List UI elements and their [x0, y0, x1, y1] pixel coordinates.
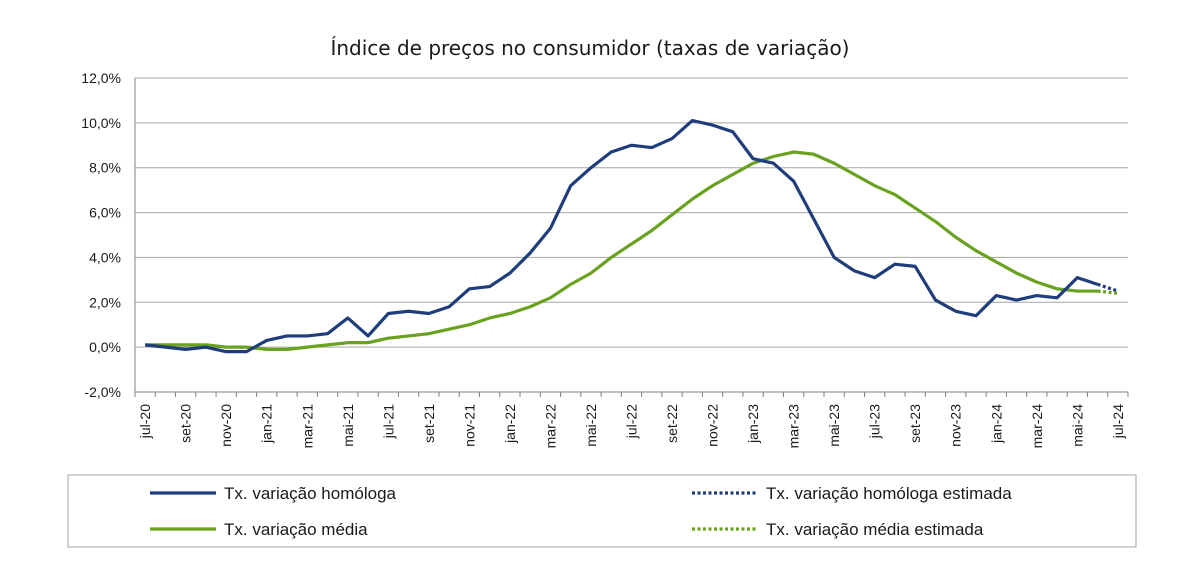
legend-label: Tx. variação homóloga	[224, 484, 397, 503]
x-tick-label: set-21	[421, 404, 437, 443]
y-tick-label: 8,0%	[89, 160, 121, 176]
series-line-0	[144, 119, 1099, 354]
axis-layer: -2,0% 0,0% 2,0% 4,0% 6,0% 8,0% 10,0% 12,0% jul-2…	[81, 70, 1129, 449]
y-tick-label: 6,0%	[89, 205, 121, 221]
x-tick-label: jul-22	[624, 404, 640, 439]
x-tick-label: mai-22	[583, 404, 599, 447]
series-line-2	[145, 150, 1098, 351]
x-tick-label: nov-21	[461, 404, 477, 447]
chart-title: Índice de preços no consumidor (taxas de…	[330, 36, 849, 60]
series-line-3	[1097, 289, 1119, 295]
x-tick-label: mar-24	[1029, 404, 1045, 449]
grid-layer	[135, 77, 1128, 393]
legend-label: Tx. variação homóloga estimada	[766, 484, 1012, 503]
legend-label: Tx. variação média	[224, 520, 368, 539]
legend: Tx. variação homóloga Tx. variação homólo…	[67, 474, 1137, 548]
legend-box	[67, 474, 1137, 548]
x-tick-label: nov-23	[948, 404, 964, 447]
y-tick-label: 0,0%	[89, 339, 121, 355]
x-tick-label: jul-21	[380, 404, 396, 439]
x-tick-label: jan-22	[502, 404, 518, 444]
x-tick-label: jan-21	[259, 404, 275, 444]
x-tick-label: mar-23	[786, 404, 802, 449]
y-tick-label: 4,0%	[89, 249, 121, 265]
x-tick-label: mai-23	[826, 404, 842, 447]
x-tick-label: nov-22	[705, 404, 721, 447]
x-tick-label: jan-23	[745, 404, 761, 444]
x-tick-label: jul-23	[867, 404, 883, 439]
x-tick-label: jul-20	[137, 404, 153, 439]
x-tick-label: mar-22	[542, 404, 558, 449]
series-line-1	[1097, 282, 1119, 293]
y-tick-label: 2,0%	[89, 294, 121, 310]
legend-label: Tx. variação média estimada	[766, 520, 984, 539]
x-tick-label: nov-20	[218, 404, 234, 447]
y-tick-label: 10,0%	[81, 115, 121, 131]
x-tick-label: jul-24	[1110, 404, 1126, 439]
x-tick-label: set-22	[664, 404, 680, 443]
x-tick-label: mar-21	[299, 404, 315, 449]
y-tick-label: 12,0%	[81, 70, 121, 86]
x-tick-label: mai-21	[340, 404, 356, 447]
y-tick-label: -2,0%	[84, 384, 121, 400]
x-tick-label: set-23	[907, 404, 923, 443]
x-tick-label: set-20	[178, 404, 194, 443]
x-tick-label: jan-24	[988, 404, 1004, 444]
series-layer	[144, 119, 1119, 354]
x-tick-label: mai-24	[1069, 404, 1085, 447]
